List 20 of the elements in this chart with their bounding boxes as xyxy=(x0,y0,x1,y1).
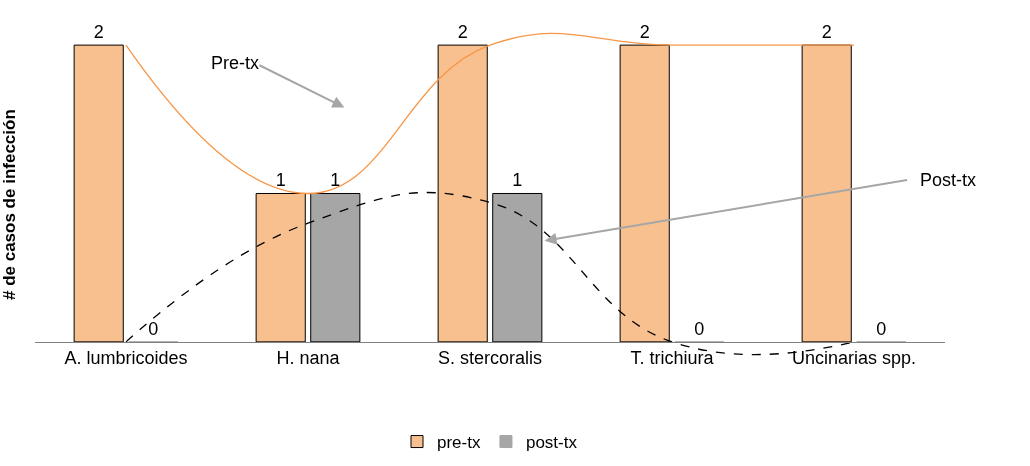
data-label: 1 xyxy=(512,170,523,191)
data-label: 1 xyxy=(330,170,341,191)
data-label: 2 xyxy=(821,22,832,43)
x-tick-label: H. nana xyxy=(276,348,341,369)
data-label: 2 xyxy=(639,22,650,43)
x-tick-label: T. trichiura xyxy=(630,348,715,369)
x-tick-label: Uncinarias spp. xyxy=(791,348,917,369)
data-label: 0 xyxy=(876,318,887,339)
data-label: 2 xyxy=(93,22,104,43)
annotation: Pre-tx xyxy=(211,53,260,73)
data-label: 1 xyxy=(275,170,286,191)
annotation: Post-tx xyxy=(920,170,977,190)
x-tick-label: A. lumbricoides xyxy=(64,348,188,369)
data-label: 0 xyxy=(694,318,705,339)
data-label: 0 xyxy=(148,318,159,339)
data-label: 2 xyxy=(457,22,468,43)
legend-label: pre-tx xyxy=(437,433,481,453)
x-tick-label: S. stercoralis xyxy=(437,348,543,369)
legend-label: post-tx xyxy=(525,433,578,453)
y-axis-title: # de casos de infección xyxy=(0,109,19,301)
